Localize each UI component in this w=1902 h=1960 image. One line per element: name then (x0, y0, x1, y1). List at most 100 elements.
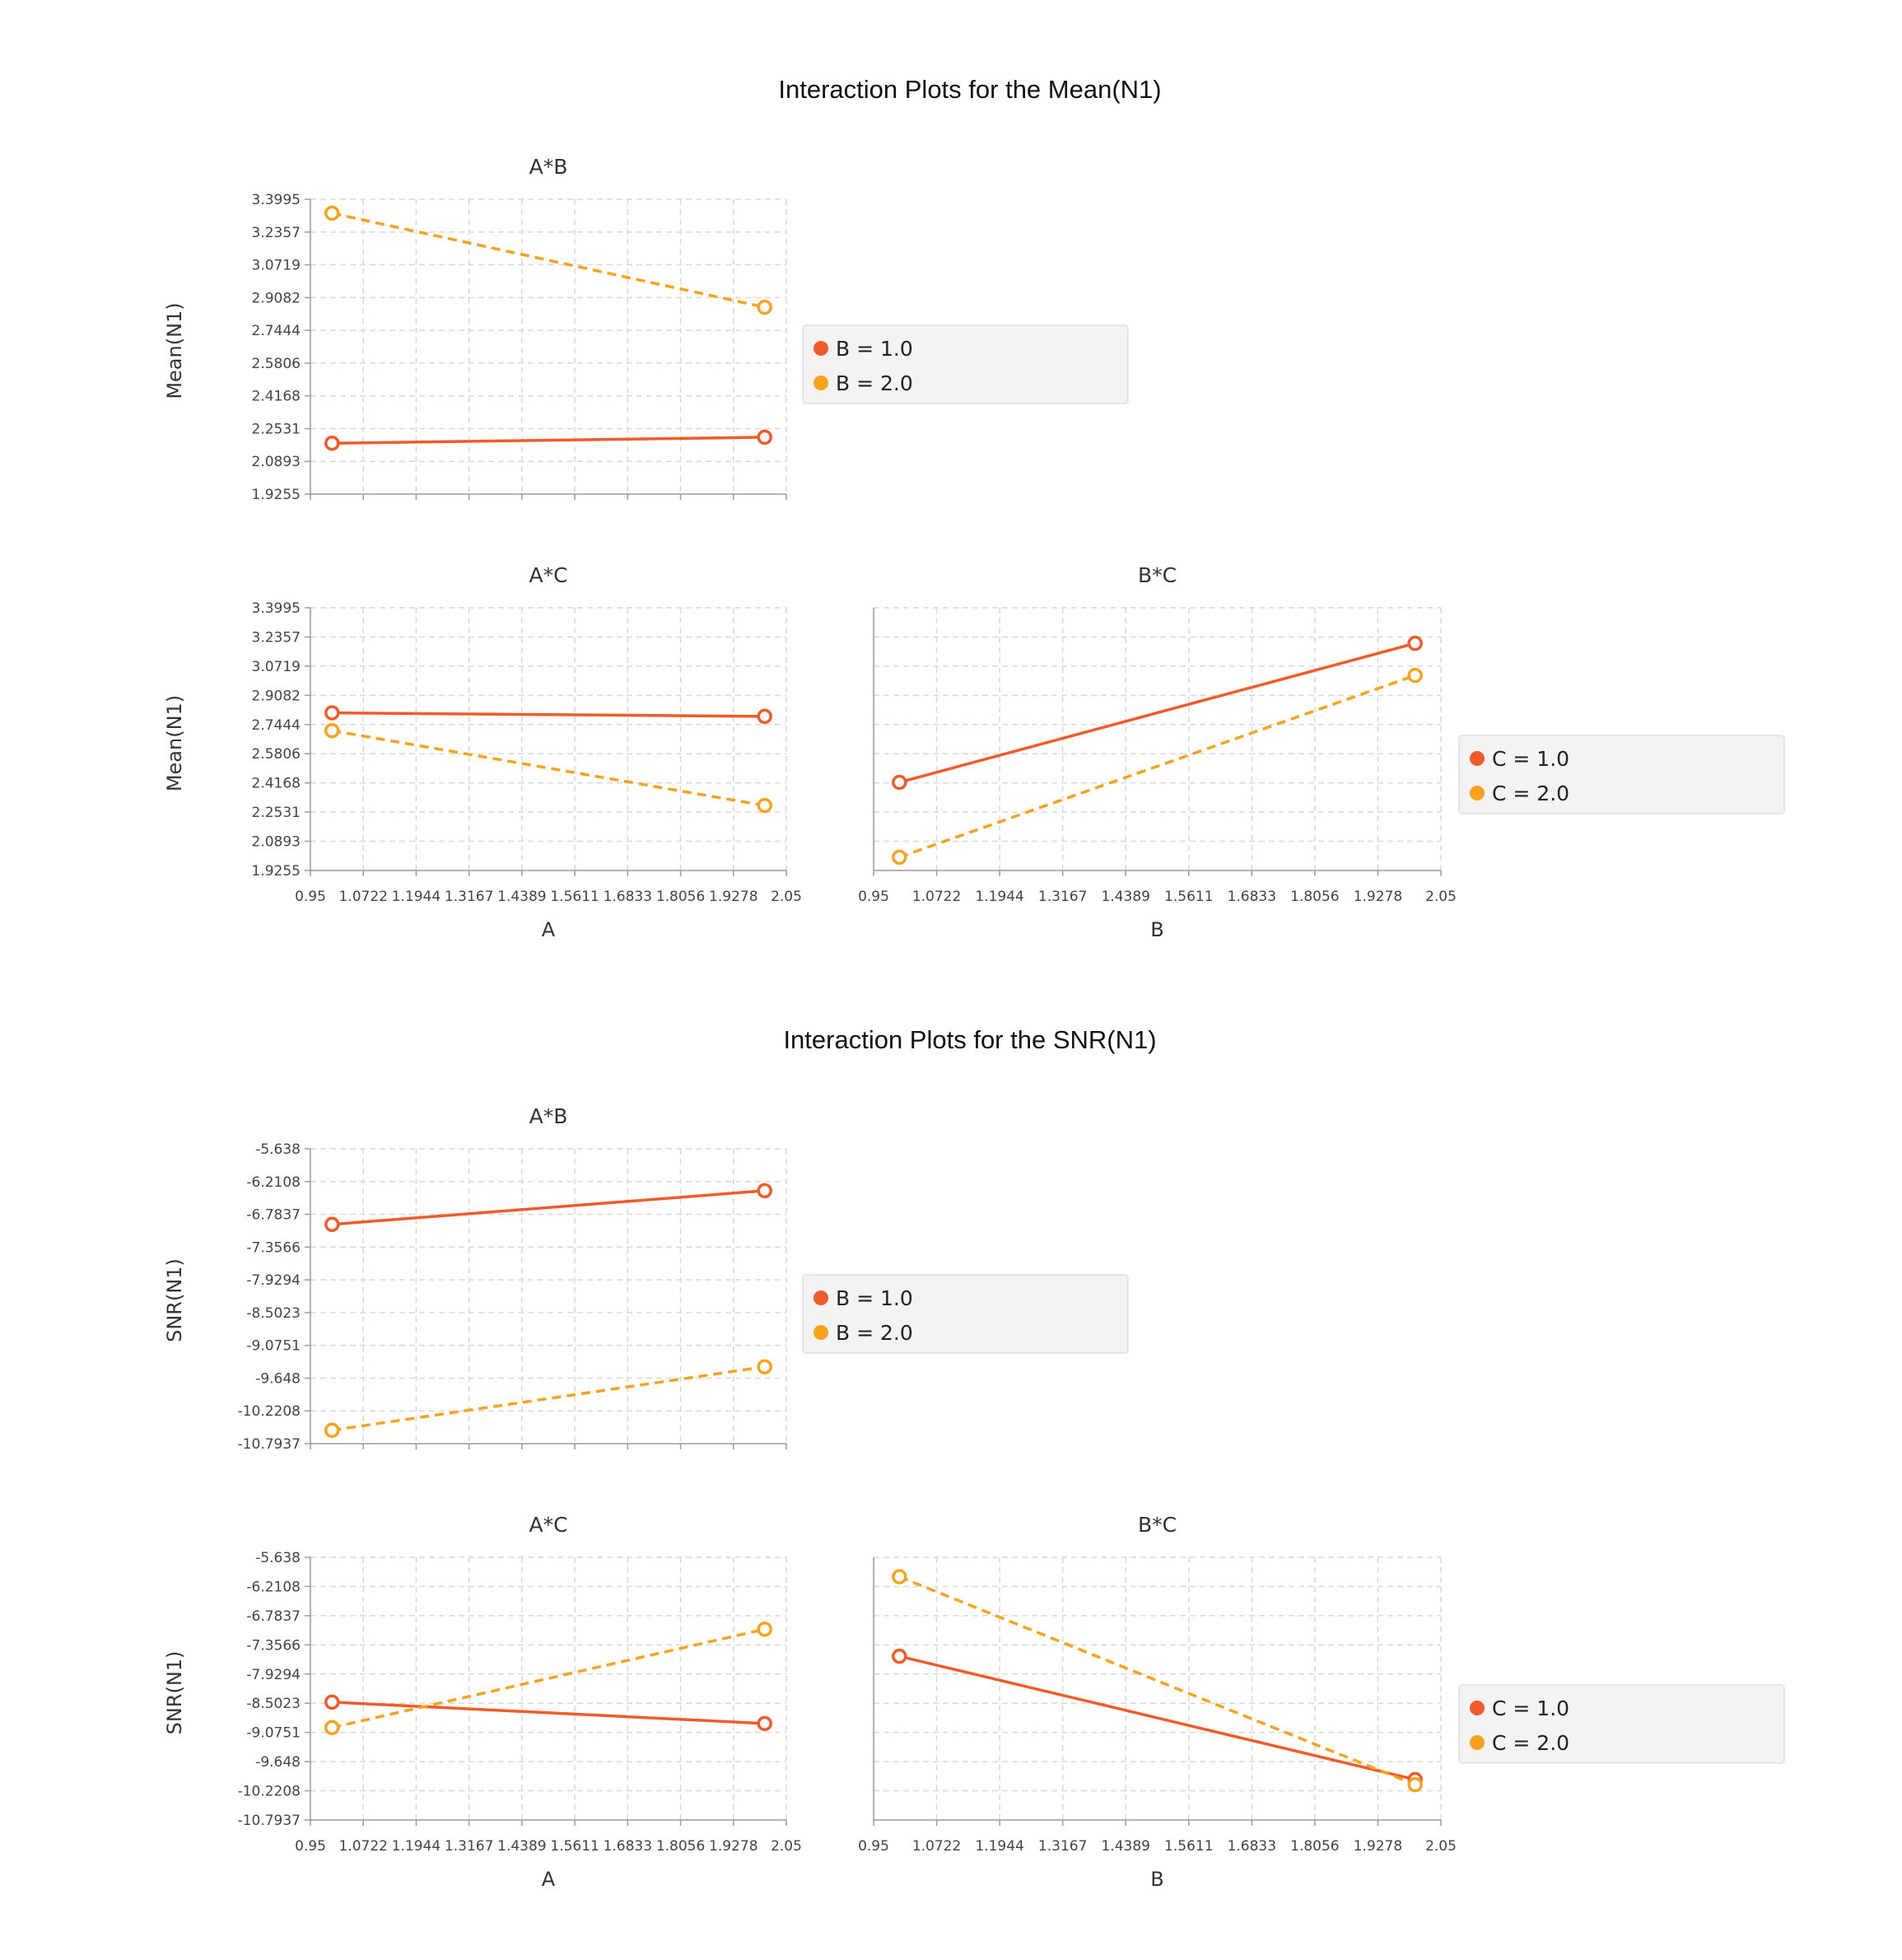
y-tick-label: 3.2357 (252, 225, 301, 241)
x-tick-label: 0.95 (295, 1838, 326, 1855)
legend-label: B = 1.0 (836, 1286, 913, 1310)
data-point-marker (1407, 1776, 1423, 1793)
data-point-marker (324, 1694, 340, 1710)
chart-panel: -10.7937 -10.2208 -9.648 -9.0751 -8.5023 -7.9… (163, 1104, 1129, 1453)
x-tick-label: 1.9278 (1354, 1838, 1402, 1855)
x-tick-label: 1.5611 (1164, 1838, 1213, 1855)
x-tick-label: 1.6833 (1228, 1838, 1276, 1855)
legend-swatch (813, 376, 828, 390)
y-tick-label: -7.3566 (246, 1239, 301, 1256)
panel-title: A*C (529, 563, 567, 587)
y-tick-label: -7.3566 (246, 1637, 301, 1654)
legend-swatch (813, 1290, 828, 1305)
x-axis-title: A (542, 1868, 556, 1891)
legend-box (802, 324, 1129, 404)
series-line (332, 1189, 765, 1226)
data-point-marker (892, 1648, 907, 1664)
x-tick-label: 1.3167 (445, 1838, 493, 1855)
x-tick-label: 1.1944 (392, 889, 441, 905)
legend-box (1458, 1684, 1785, 1764)
data-point-marker (324, 205, 340, 222)
y-tick-label: -10.7937 (238, 1813, 301, 1829)
data-point-marker (324, 435, 340, 451)
data-point-marker (324, 1216, 340, 1233)
y-tick-label: -8.5023 (246, 1696, 301, 1712)
panel-title: A*B (529, 155, 568, 179)
y-tick-label: -9.0751 (246, 1338, 301, 1355)
legend-swatch (1470, 1735, 1485, 1750)
data-point-marker (757, 299, 772, 315)
data-point-marker (324, 1720, 340, 1736)
y-tick-label: 2.4168 (252, 776, 301, 792)
series-line (898, 674, 1416, 859)
legend-label: B = 1.0 (836, 337, 913, 361)
y-tick-label: -7.9294 (246, 1272, 301, 1289)
x-tick-label: 1.8056 (656, 889, 705, 905)
x-tick-label: 1.1944 (975, 1838, 1023, 1855)
data-point-marker (324, 722, 340, 739)
x-tick-label: 1.4389 (497, 1838, 546, 1855)
data-point-marker (757, 708, 772, 725)
x-tick-label: 1.6833 (604, 889, 652, 905)
x-tick-label: 1.1944 (392, 1838, 441, 1855)
x-tick-label: 1.3167 (1038, 1838, 1087, 1855)
panel-title: B*C (1138, 1513, 1177, 1537)
x-tick-label: 0.95 (858, 889, 889, 905)
legend-swatch (1470, 786, 1485, 800)
x-tick-label: 1.8056 (656, 1838, 705, 1855)
legend: C = 1.0 C = 2.0 (1458, 1684, 1785, 1764)
legend: C = 1.0 C = 2.0 (1458, 735, 1785, 814)
y-tick-label: 3.2357 (252, 629, 301, 646)
series-line (332, 711, 765, 718)
x-tick-label: 1.6833 (604, 1838, 652, 1855)
x-tick-label: 1.8056 (1290, 1838, 1339, 1855)
chart-panel: 1.9255 2.0893 2.2531 2.4168 2.5806 2.7444 2.90… (163, 563, 802, 941)
x-axis-title: B (1150, 918, 1163, 941)
legend-label: B = 2.0 (836, 1321, 913, 1345)
x-tick-label: 1.9278 (1354, 889, 1402, 905)
x-tick-label: 1.0722 (912, 1838, 961, 1855)
x-tick-label: 1.8056 (1290, 889, 1339, 905)
y-tick-label: -6.7837 (246, 1207, 301, 1224)
series-line (331, 212, 766, 309)
y-tick-label: -10.2208 (238, 1403, 301, 1420)
x-tick-label: 1.4389 (1101, 1838, 1149, 1855)
y-tick-label: -9.0751 (246, 1725, 301, 1742)
x-tick-label: 2.05 (1425, 889, 1457, 905)
panel-title: A*C (529, 1513, 567, 1537)
y-tick-label: 3.0719 (252, 258, 301, 274)
y-tick-label: -7.9294 (246, 1667, 301, 1683)
x-tick-label: 1.3167 (1038, 889, 1087, 905)
legend-label: C = 1.0 (1492, 1696, 1569, 1720)
legend-label: C = 2.0 (1492, 782, 1569, 805)
y-tick-label: -6.2108 (246, 1174, 301, 1191)
y-tick-label: -10.2208 (238, 1784, 301, 1800)
chart-panel: 0.95 1.0722 1.1944 1.3167 1.4389 1.5611 1.6833… (858, 1513, 1785, 1891)
y-tick-label: -5.638 (255, 1550, 301, 1566)
y-tick-label: -6.7837 (246, 1608, 301, 1625)
legend-label: C = 2.0 (1492, 1731, 1569, 1755)
panel-title: B*C (1138, 563, 1177, 587)
y-tick-label: 2.7444 (252, 323, 301, 339)
x-tick-label: 1.1944 (975, 889, 1023, 905)
data-point-marker (892, 849, 907, 866)
y-tick-label: 1.9255 (252, 487, 301, 503)
legend-box (802, 1274, 1129, 1354)
chart-panels: 1.9255 2.0893 2.2531 2.4168 2.5806 2.7444 2.90… (163, 155, 1785, 1891)
y-tick-label: -10.7937 (238, 1436, 301, 1453)
legend-box (1458, 735, 1785, 814)
x-tick-label: 1.6833 (1228, 889, 1276, 905)
legend-swatch (1470, 751, 1485, 766)
y-axis-title: Mean(N1) (163, 695, 186, 791)
x-tick-label: 1.4389 (1101, 889, 1149, 905)
data-point-marker (757, 1359, 772, 1374)
x-tick-label: 1.0722 (338, 889, 387, 905)
y-tick-label: 2.5806 (252, 746, 301, 763)
y-tick-label: 2.2531 (252, 421, 301, 437)
snr-group-title: Interaction Plots for the SNR(N1) (783, 1025, 1156, 1054)
y-tick-label: 3.0719 (252, 659, 301, 675)
y-tick-label: 1.9255 (252, 863, 301, 880)
y-tick-label: 2.0893 (252, 834, 301, 851)
x-tick-label: 1.5611 (550, 1838, 599, 1855)
data-point-marker (757, 797, 772, 814)
